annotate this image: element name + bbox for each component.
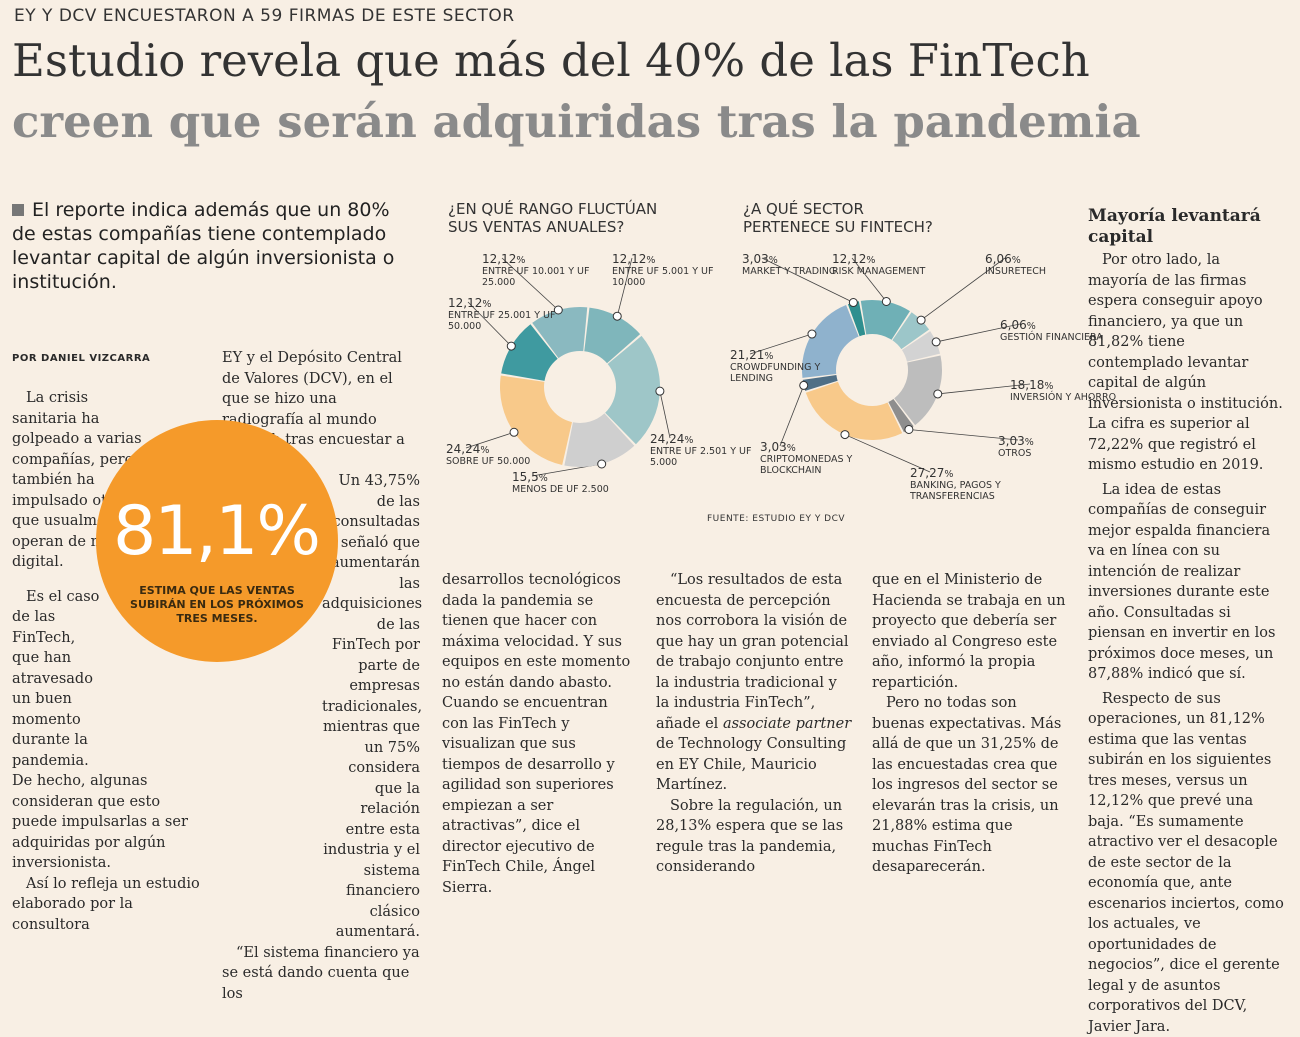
slice-percent: 12,12 [832,252,866,266]
paragraph: “Los resultados de esta encuesta de perc… [656,570,854,796]
paragraph: Respecto de sus operaciones, un 81,12% e… [1088,689,1284,1037]
slice-category: SOBRE UF 50.000 [446,456,530,467]
slice-label: 3,03%MARKET Y TRADING [742,252,836,277]
slice-category: CRIPTOMONEDAS Y BLOCKCHAIN [760,454,870,476]
slice-category: ENTRE UF 5.001 Y UF 10.000 [612,266,722,288]
percent-sign: % [769,255,778,266]
slice-percent: 24,24 [650,432,684,446]
percent-sign: % [1025,437,1034,448]
paragraph: Así lo refleja un estudio elaborado por … [12,874,210,936]
percent-sign: % [539,473,548,484]
slice-label: 12,12%ENTRE UF 5.001 Y UF 10.000 [612,252,722,288]
paragraph: La idea de estas compañías de conseguir … [1088,480,1284,685]
slice-percent: 6,06 [1000,318,1027,332]
slice-category: INSURETECH [985,266,1046,277]
sidebar-title: Mayoría levantará capital [1088,206,1284,248]
paragraph: Sobre la regulación, un 28,13% espera qu… [656,796,854,878]
slice-label: 12,12%ENTRE UF 10.001 Y UF 25.000 [482,252,592,288]
sidebar-column: Mayoría levantará capital Por otro lado,… [1088,250,1284,1037]
percent-sign: % [787,443,796,454]
slice-category: ENTRE UF 10.001 Y UF 25.000 [482,266,592,288]
slice-percent: 12,12 [482,252,516,266]
text: “Los resultados de esta encuesta de perc… [656,572,849,732]
slice-label: 6,06%INSURETECH [985,252,1046,277]
article-column-3: desarrollos tecnológicos dada la pandemi… [442,570,638,898]
paragraph: desarrollos tecnológicos dada la pandemi… [442,570,638,898]
slice-label: 21,21%CROWDFUNDING Y LENDING [730,348,840,384]
percent-sign: % [482,299,491,310]
slice-label: 3,03%CRIPTOMONEDAS Y BLOCKCHAIN [760,440,870,476]
slice-label: 24,24%ENTRE UF 2.501 Y UF 5.000 [650,432,760,468]
percent-sign: % [1027,321,1036,332]
percent-sign: % [1044,381,1053,392]
slice-percent: 3,03 [760,440,787,454]
slice-label: 24,24%SOBRE UF 50.000 [446,442,530,467]
slice-percent: 6,06 [985,252,1012,266]
slice-percent: 18,18 [1010,378,1044,392]
slice-category: RISK MANAGEMENT [832,266,925,277]
paragraph: Por otro lado, la mayoría de las firmas … [1088,250,1284,476]
percent-sign: % [944,469,953,480]
slice-category: ENTRE UF 2.501 Y UF 5.000 [650,446,760,468]
slice-percent: 21,21 [730,348,764,362]
percent-sign: % [516,255,525,266]
slice-percent: 3,03 [742,252,769,266]
percent-sign: % [764,351,773,362]
slice-label: 12,12%RISK MANAGEMENT [832,252,925,277]
percent-sign: % [480,445,489,456]
slice-category: CROWDFUNDING Y LENDING [730,362,840,384]
article-column-4: “Los resultados de esta encuesta de perc… [656,570,854,878]
slice-category: MARKET Y TRADING [742,266,836,277]
slice-label: 15,5%MENOS DE UF 2.500 [512,470,609,495]
percent-sign: % [684,435,693,446]
slice-label: 27,27%BANKING, PAGOS Y TRANSFERENCIAS [910,466,1020,502]
slice-category: MENOS DE UF 2.500 [512,484,609,495]
slice-percent: 3,03 [998,434,1025,448]
slice-label: 3,03%OTROS [998,434,1034,459]
percent-sign: % [866,255,875,266]
slice-percent: 24,24 [446,442,480,456]
slice-percent: 12,12 [448,296,482,310]
text: de Technology Consulting en EY Chile, Ma… [656,736,846,793]
slice-category: ENTRE UF 25.001 Y UF 50.000 [448,310,558,332]
percent-sign: % [1012,255,1021,266]
slice-percent: 15,5 [512,470,539,484]
article-column-5: que en el Ministerio de Hacienda se trab… [872,570,1068,878]
slice-label: 12,12%ENTRE UF 25.001 Y UF 50.000 [448,296,558,332]
slice-category: BANKING, PAGOS Y TRANSFERENCIAS [910,480,1020,502]
source-note: FUENTE: ESTUDIO EY Y DCV [707,514,845,524]
slice-percent: 12,12 [612,252,646,266]
percent-sign: % [646,255,655,266]
text-emphasis: associate partner [723,716,851,732]
paragraph: Pero no todas son buenas expectativas. M… [872,693,1068,878]
paragraph: “El sistema financiero ya se está dando … [222,943,420,1005]
paragraph: que en el Ministerio de Hacienda se trab… [872,570,1068,693]
slice-percent: 27,27 [910,466,944,480]
slice-category: OTROS [998,448,1031,459]
